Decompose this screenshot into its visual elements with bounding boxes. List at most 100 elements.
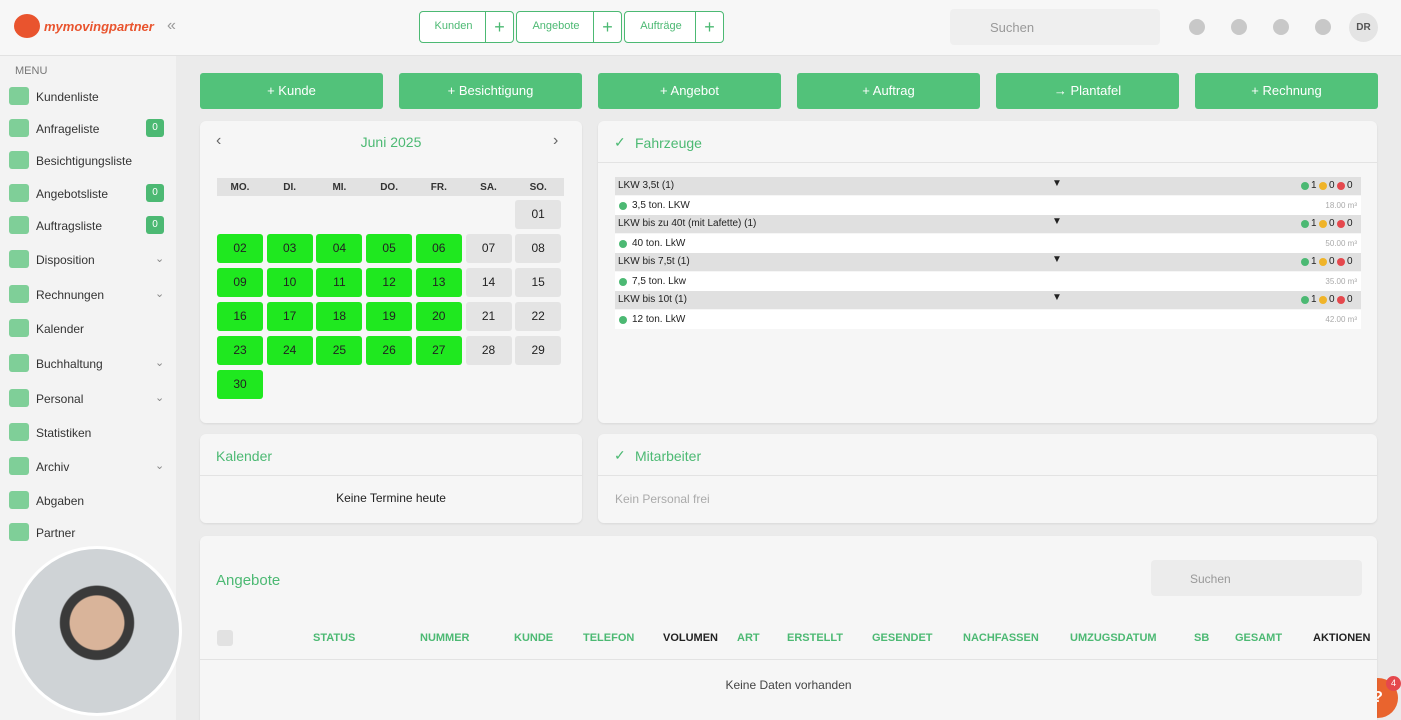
- sidebar-item[interactable]: Archiv ⌄: [0, 452, 176, 480]
- status-count: 0: [1329, 180, 1335, 191]
- column-header[interactable]: STATUS: [313, 632, 356, 644]
- column-header[interactable]: AKTIONEN: [1313, 632, 1371, 644]
- calendar-day[interactable]: 06: [415, 234, 462, 263]
- calendar-day[interactable]: 12: [366, 268, 413, 297]
- sidebar-label: Auftragsliste: [36, 219, 103, 233]
- calendar-day[interactable]: 09: [217, 268, 263, 297]
- prev-month[interactable]: ‹: [216, 132, 222, 149]
- header-icon[interactable]: [1315, 19, 1331, 35]
- calendar-day[interactable]: 25: [316, 336, 363, 365]
- calendar-day[interactable]: 29: [515, 336, 562, 365]
- calendar-day[interactable]: 01: [515, 200, 562, 229]
- sidebar-item[interactable]: Partner: [0, 518, 176, 546]
- tab-button[interactable]: Aufträge +: [624, 11, 724, 43]
- calendar-day[interactable]: 28: [465, 336, 512, 365]
- calendar-day[interactable]: 16: [217, 302, 263, 331]
- action-button[interactable]: + Rechnung: [1195, 73, 1378, 109]
- select-all[interactable]: [217, 630, 233, 646]
- sidebar-item[interactable]: Angebotsliste 0: [0, 179, 176, 207]
- column-header[interactable]: UMZUGSDATUM: [1070, 632, 1157, 644]
- status-dot: [1337, 220, 1345, 228]
- calendar-day[interactable]: 07: [465, 234, 512, 263]
- collapse-button[interactable]: «: [167, 17, 176, 34]
- calendar-day[interactable]: 11: [316, 268, 363, 297]
- sidebar-item[interactable]: Besichtigungsliste: [0, 146, 176, 174]
- sidebar-label: Archiv: [36, 460, 70, 474]
- calendar-card: ‹ › Juni 2025 MO. DI. MI. DO. FR. SA. SO. 01 02 03 04…: [200, 121, 582, 423]
- sidebar-item[interactable]: Personal ⌄: [0, 384, 176, 412]
- calendar-day[interactable]: 22: [515, 302, 562, 331]
- calendar-day[interactable]: 08: [515, 234, 562, 263]
- calendar-day[interactable]: 21: [465, 302, 512, 331]
- sidebar-item[interactable]: Disposition ⌄: [0, 245, 176, 273]
- calendar-day[interactable]: 14: [465, 268, 512, 297]
- tab-button[interactable]: Kunden +: [419, 11, 514, 43]
- status-count: 1: [1311, 180, 1317, 191]
- header-icon[interactable]: [1273, 19, 1289, 35]
- calendar-day[interactable]: 02: [217, 234, 263, 263]
- search-box[interactable]: Suchen: [1151, 560, 1362, 596]
- calendar-day[interactable]: 30: [217, 370, 263, 399]
- status-dot: [1337, 296, 1345, 304]
- calendar-day[interactable]: 04: [316, 234, 363, 263]
- calendar-day[interactable]: 10: [266, 268, 313, 297]
- vehicle-volume: 50.00 m³: [1325, 239, 1357, 248]
- sidebar-item[interactable]: Kundenliste: [0, 82, 176, 110]
- check-icon: ✓: [614, 447, 626, 463]
- calendar-day[interactable]: 20: [415, 302, 462, 331]
- vehicle-group[interactable]: LKW bis zu 40t (mit Lafette) (1) ▼ 1 0 0: [615, 215, 1361, 233]
- card-title: Angebote: [216, 572, 281, 589]
- next-month[interactable]: ›: [553, 132, 559, 149]
- avatar[interactable]: DR: [1349, 13, 1378, 42]
- action-button[interactable]: + Auftrag: [797, 73, 980, 109]
- search-box[interactable]: Suchen: [950, 9, 1160, 45]
- calendar-day[interactable]: 18: [316, 302, 363, 331]
- calendar-day[interactable]: 03: [266, 234, 313, 263]
- mitarbeiter-card: ✓ Mitarbeiter Kein Personal frei: [598, 434, 1377, 523]
- sidebar-item[interactable]: Statistiken: [0, 418, 176, 446]
- action-button[interactable]: + Angebot: [598, 73, 781, 109]
- column-header[interactable]: ART: [737, 632, 760, 644]
- calendar-day[interactable]: 26: [366, 336, 413, 365]
- status-count: 0: [1347, 180, 1353, 191]
- tab-add[interactable]: +: [593, 12, 621, 42]
- sidebar-item[interactable]: Rechnungen ⌄: [0, 280, 176, 308]
- column-header[interactable]: NUMMER: [420, 632, 470, 644]
- calendar-day[interactable]: 27: [415, 336, 462, 365]
- tab-button[interactable]: Angebote +: [516, 11, 622, 43]
- status-dot: [1301, 258, 1309, 266]
- calendar-day[interactable]: 19: [366, 302, 413, 331]
- sidebar-item[interactable]: Buchhaltung ⌄: [0, 349, 176, 377]
- action-button[interactable]: → Plantafel: [996, 73, 1179, 109]
- column-header[interactable]: TELEFON: [583, 632, 635, 644]
- column-header[interactable]: NACHFASSEN: [963, 632, 1039, 644]
- group-name: LKW bis 10t (1): [618, 294, 687, 305]
- sidebar-item[interactable]: Abgaben: [0, 486, 176, 514]
- vehicle-group[interactable]: LKW bis 10t (1) ▼ 1 0 0: [615, 291, 1361, 309]
- action-button[interactable]: + Besichtigung: [399, 73, 582, 109]
- sidebar-item[interactable]: Auftragsliste 0: [0, 211, 176, 239]
- tab-add[interactable]: +: [485, 12, 513, 42]
- column-header[interactable]: GESAMT: [1235, 632, 1283, 644]
- header-icon[interactable]: [1231, 19, 1247, 35]
- action-button[interactable]: + Kunde: [200, 73, 383, 109]
- column-header[interactable]: ERSTELLT: [787, 632, 844, 644]
- header-icon[interactable]: [1189, 19, 1205, 35]
- calendar-day[interactable]: 13: [415, 268, 462, 297]
- sidebar-item[interactable]: Kalender: [0, 314, 176, 342]
- calendar-day[interactable]: 17: [266, 302, 313, 331]
- column-header[interactable]: GESENDET: [872, 632, 933, 644]
- column-header[interactable]: KUNDE: [514, 632, 554, 644]
- calendar-day[interactable]: 23: [217, 336, 263, 365]
- column-header[interactable]: VOLUMEN: [663, 632, 718, 644]
- calendar-day[interactable]: 05: [366, 234, 413, 263]
- sidebar-item[interactable]: Anfrageliste 0: [0, 114, 176, 142]
- vehicle-dot: [619, 316, 627, 324]
- vehicle-group[interactable]: LKW bis 7,5t (1) ▼ 1 0 0: [615, 253, 1361, 271]
- column-header[interactable]: SB: [1194, 632, 1210, 644]
- expand-chevron: ⌄: [155, 253, 165, 265]
- vehicle-group[interactable]: LKW 3,5t (1) ▼ 1 0 0: [615, 177, 1361, 195]
- calendar-day[interactable]: 24: [266, 336, 313, 365]
- calendar-day[interactable]: 15: [515, 268, 562, 297]
- tab-add[interactable]: +: [695, 12, 723, 42]
